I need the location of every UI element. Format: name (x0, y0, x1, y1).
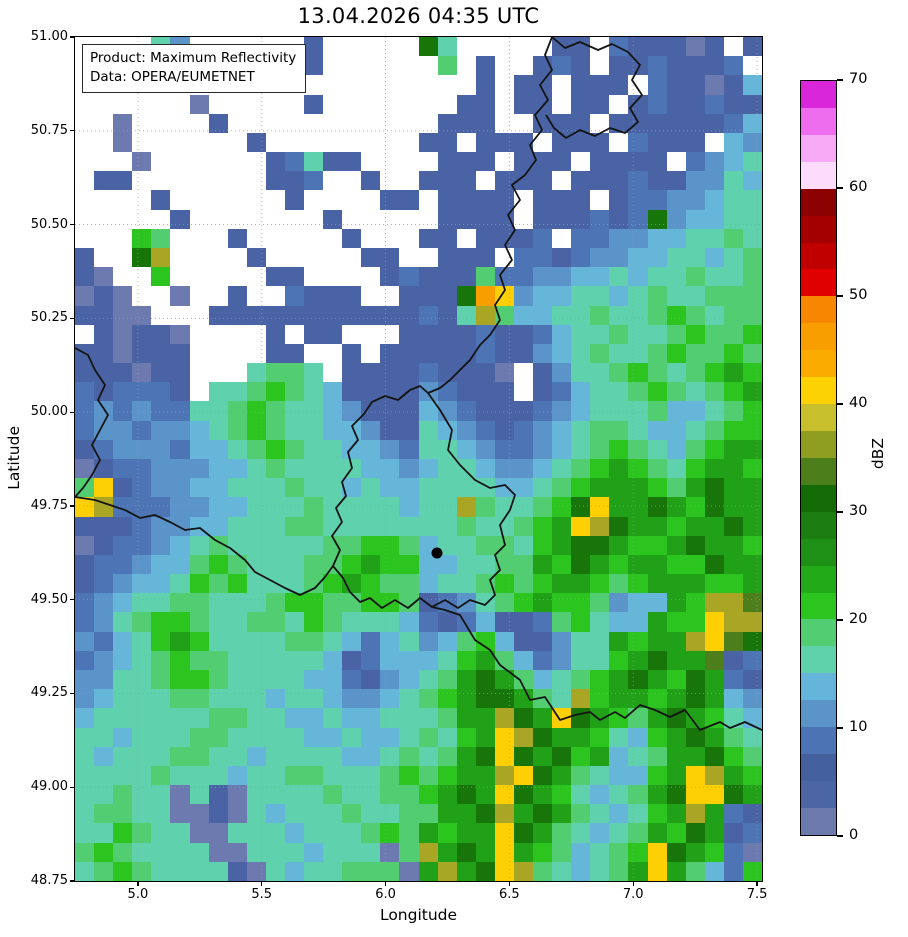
y-tick (70, 692, 75, 695)
x-tick-label: 7.0 (622, 887, 644, 902)
colorbar-tick (837, 727, 843, 729)
colorbar-tick (837, 295, 843, 297)
x-tick-label: 5.5 (251, 887, 273, 902)
y-tick-label: 50.50 (30, 216, 68, 232)
x-tick-label: 5.0 (127, 887, 149, 902)
y-tick-label: 49.25 (30, 685, 68, 701)
country-border (75, 347, 334, 596)
x-tick-label: 6.0 (375, 887, 396, 902)
colorbar-tick (837, 619, 843, 621)
location-marker (431, 547, 443, 559)
y-tick-label: 48.75 (30, 873, 68, 888)
y-tick-label: 49.00 (30, 779, 68, 795)
y-tick-label: 51.00 (30, 29, 68, 44)
y-tick (70, 411, 75, 413)
x-tick (261, 881, 263, 886)
colorbar-tick-label: 20 (849, 611, 868, 627)
country-border (545, 37, 643, 139)
x-tick (137, 881, 139, 886)
y-tick-label: 49.50 (30, 591, 68, 607)
x-tick (632, 881, 634, 886)
country-border (331, 385, 516, 609)
colorbar-tick-label: 0 (849, 827, 859, 843)
colorbar (800, 80, 837, 836)
radar-map: Product: Maximum Reflectivity Data: OPER… (75, 37, 762, 881)
x-axis-label: Longitude (379, 906, 458, 924)
legend-box: Product: Maximum Reflectivity Data: OPER… (82, 44, 307, 94)
x-tick (384, 881, 387, 886)
y-tick (70, 317, 75, 320)
country-border (431, 606, 762, 731)
legend-source-line: Data: OPERA/EUMETNET (90, 69, 255, 86)
colorbar-tick-label: 40 (849, 395, 868, 411)
country-border (427, 37, 553, 394)
colorbar-tick-label: 70 (849, 71, 868, 87)
colorbar-tick-label: 60 (849, 179, 868, 195)
y-tick-label: 50.25 (30, 310, 68, 326)
x-tick (508, 881, 511, 886)
map-overlay (75, 37, 762, 881)
y-tick (70, 786, 75, 788)
y-tick (70, 880, 75, 882)
x-tick-label: 6.5 (499, 887, 520, 902)
y-axis-label: Latitude (5, 426, 23, 490)
x-tick (756, 881, 758, 886)
x-tick-label: 7.5 (746, 887, 768, 902)
y-tick-label: 50.75 (30, 122, 68, 138)
colorbar-tick (837, 835, 843, 837)
colorbar-tick (837, 511, 843, 513)
y-tick (70, 36, 75, 38)
y-tick (70, 223, 75, 226)
y-tick (70, 505, 75, 507)
legend-product-line: Product: Maximum Reflectivity (90, 50, 297, 66)
plot-title: 13.04.2026 04:35 UTC (297, 4, 540, 28)
colorbar-tick-label: 10 (849, 719, 868, 735)
colorbar-tick (837, 403, 843, 405)
colorbar-label: dBZ (869, 438, 887, 470)
colorbar-tick (837, 79, 843, 81)
colorbar-tick-label: 30 (849, 503, 868, 519)
y-tick-label: 50.00 (30, 404, 68, 420)
colorbar-tick (837, 187, 843, 189)
y-tick (70, 599, 75, 601)
colorbar-tick-label: 50 (849, 287, 868, 303)
y-tick-label: 49.75 (30, 497, 68, 513)
y-tick (70, 130, 75, 132)
